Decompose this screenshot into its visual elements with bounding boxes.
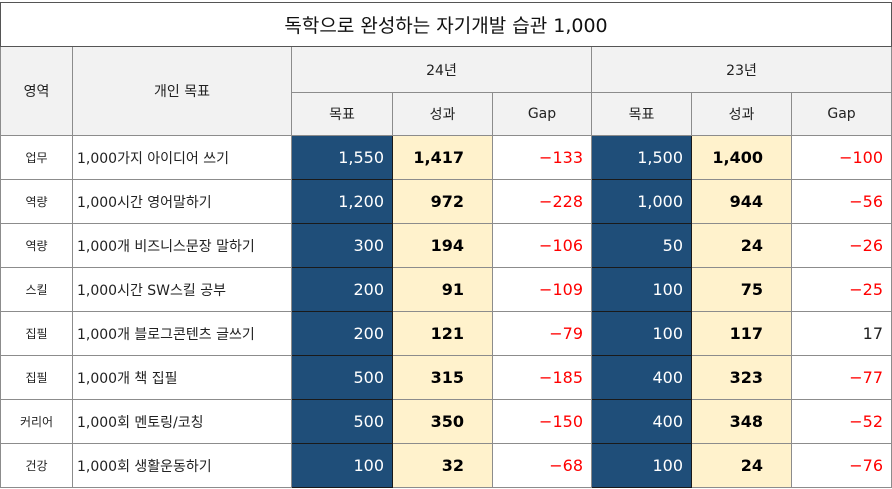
target-23-cell: 1,500 [591, 135, 692, 180]
area-cell: 집필 [0, 355, 73, 400]
result-24-cell: 972 [392, 179, 493, 224]
header-gap-23: Gap [790, 92, 892, 136]
target-24-cell: 500 [291, 399, 393, 444]
table-title: 독학으로 완성하는 자기개발 습관 1,000 [0, 2, 892, 47]
gap-24-cell: −185 [492, 355, 592, 400]
goal-cell: 1,000시간 영어말하기 [72, 179, 292, 224]
header-year-24: 24년 [291, 46, 592, 93]
gap-24-cell: −109 [492, 267, 592, 312]
header-result-23: 성과 [691, 92, 792, 136]
target-24-cell: 1,200 [291, 179, 393, 224]
result-24-cell: 315 [392, 355, 493, 400]
result-23-cell: 944 [691, 179, 792, 224]
target-23-cell: 100 [591, 443, 692, 488]
header-target-23: 목표 [591, 92, 692, 136]
result-23-cell: 75 [691, 267, 792, 312]
header-area: 영역 [0, 46, 73, 136]
goal-cell: 1,000회 생활운동하기 [72, 443, 292, 488]
result-24-cell: 194 [392, 223, 493, 268]
target-23-cell: 50 [591, 223, 692, 268]
table-row: 역량 1,000시간 영어말하기 1,200 972 −228 1,000 94… [0, 179, 892, 224]
header-goal: 개인 목표 [72, 46, 292, 136]
result-24-cell: 121 [392, 311, 493, 356]
area-cell: 스킬 [0, 267, 73, 312]
result-24-cell: 91 [392, 267, 493, 312]
table-row: 역량 1,000개 비즈니스문장 말하기 300 194 −106 50 24 … [0, 223, 892, 268]
goal-cell: 1,000개 책 집필 [72, 355, 292, 400]
target-24-cell: 100 [291, 443, 393, 488]
header-year-23: 23년 [590, 46, 892, 93]
goal-cell: 1,000개 비즈니스문장 말하기 [72, 223, 292, 268]
result-24-cell: 1,417 [392, 135, 493, 180]
goal-cell: 1,000개 블로그콘텐츠 글쓰기 [72, 311, 292, 356]
target-24-cell: 200 [291, 311, 393, 356]
gap-24-cell: −150 [492, 399, 592, 444]
table-row: 스킬 1,000시간 SW스킬 공부 200 91 −109 100 75 −2… [0, 267, 892, 312]
target-24-cell: 1,550 [291, 135, 393, 180]
table-row: 건강 1,000회 생활운동하기 100 32 −68 100 24 −76 [0, 443, 892, 488]
header-gap-24: Gap [492, 92, 592, 136]
target-23-cell: 400 [591, 399, 692, 444]
area-cell: 집필 [0, 311, 73, 356]
header-target-24: 목표 [291, 92, 393, 136]
result-23-cell: 348 [691, 399, 792, 444]
gap-24-cell: −106 [492, 223, 592, 268]
area-cell: 건강 [0, 443, 73, 488]
gap-23-cell: −25 [790, 267, 892, 312]
result-23-cell: 1,400 [691, 135, 792, 180]
target-23-cell: 1,000 [591, 179, 692, 224]
area-cell: 역량 [0, 179, 73, 224]
area-cell: 업무 [0, 135, 73, 180]
area-cell: 커리어 [0, 399, 73, 444]
goal-cell: 1,000가지 아이디어 쓰기 [72, 135, 292, 180]
target-23-cell: 100 [591, 267, 692, 312]
gap-23-cell: −100 [790, 135, 892, 180]
result-23-cell: 24 [691, 443, 792, 488]
result-24-cell: 350 [392, 399, 493, 444]
table-row: 커리어 1,000회 멘토링/코칭 500 350 −150 400 348 −… [0, 399, 892, 444]
table-row: 집필 1,000개 책 집필 500 315 −185 400 323 −77 [0, 355, 892, 400]
result-23-cell: 117 [691, 311, 792, 356]
target-24-cell: 500 [291, 355, 393, 400]
gap-23-cell: −77 [790, 355, 892, 400]
table-row: 업무 1,000가지 아이디어 쓰기 1,550 1,417 −133 1,50… [0, 135, 892, 180]
goal-cell: 1,000회 멘토링/코칭 [72, 399, 292, 444]
target-24-cell: 300 [291, 223, 393, 268]
area-cell: 역량 [0, 223, 73, 268]
result-23-cell: 323 [691, 355, 792, 400]
gap-24-cell: −228 [492, 179, 592, 224]
gap-24-cell: −68 [492, 443, 592, 488]
target-23-cell: 100 [591, 311, 692, 356]
table-row: 집필 1,000개 블로그콘텐츠 글쓰기 200 121 −79 100 117… [0, 311, 892, 356]
target-24-cell: 200 [291, 267, 393, 312]
gap-23-cell: −26 [790, 223, 892, 268]
gap-24-cell: −133 [492, 135, 592, 180]
target-23-cell: 400 [591, 355, 692, 400]
header-result-24: 성과 [392, 92, 493, 136]
gap-23-cell: −52 [790, 399, 892, 444]
gap-24-cell: −79 [492, 311, 592, 356]
gap-23-cell: 17 [790, 311, 892, 356]
goal-cell: 1,000시간 SW스킬 공부 [72, 267, 292, 312]
result-24-cell: 32 [392, 443, 493, 488]
gap-23-cell: −76 [790, 443, 892, 488]
result-23-cell: 24 [691, 223, 792, 268]
gap-23-cell: −56 [790, 179, 892, 224]
